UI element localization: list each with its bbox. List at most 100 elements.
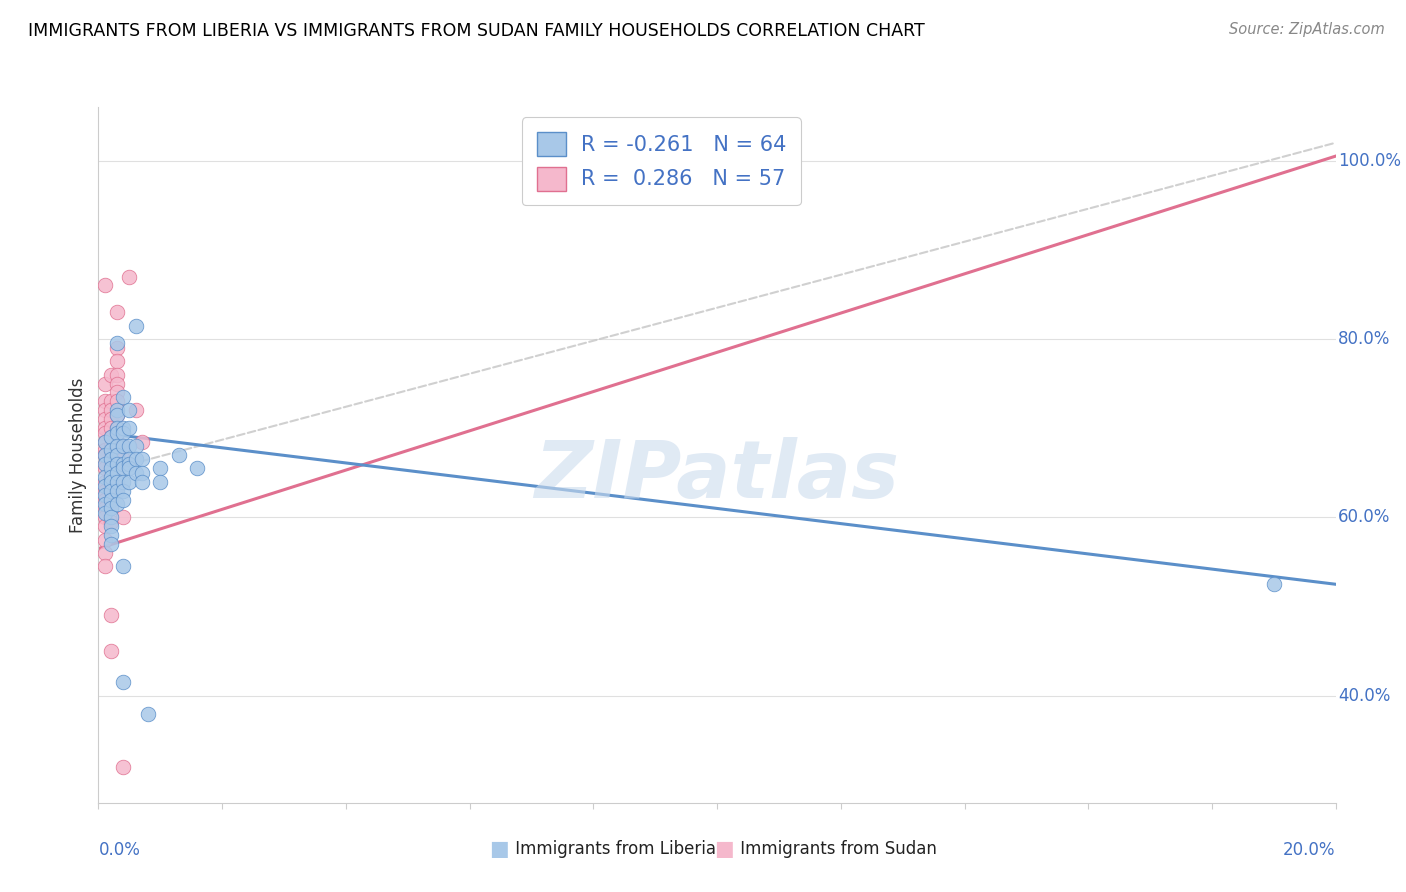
Point xyxy=(100,439,122,453)
Point xyxy=(100,470,122,484)
Point xyxy=(100,501,122,516)
Point xyxy=(100,394,122,409)
Point xyxy=(93,448,115,462)
Point xyxy=(93,475,115,489)
Point xyxy=(93,470,115,484)
Point xyxy=(100,515,122,529)
Point xyxy=(100,403,122,417)
Point xyxy=(105,408,128,422)
Point xyxy=(124,403,146,417)
Point xyxy=(131,434,153,449)
Text: 60.0%: 60.0% xyxy=(1339,508,1391,526)
Point xyxy=(93,501,115,516)
Point xyxy=(124,452,146,467)
Point xyxy=(100,368,122,382)
Point xyxy=(100,479,122,493)
Point xyxy=(93,457,115,471)
Text: 80.0%: 80.0% xyxy=(1339,330,1391,348)
Text: ■: ■ xyxy=(489,839,509,859)
Y-axis label: Family Households: Family Households xyxy=(69,377,87,533)
Point xyxy=(105,403,128,417)
Point xyxy=(112,421,135,435)
Point xyxy=(93,457,115,471)
Point xyxy=(124,439,146,453)
Point xyxy=(105,376,128,391)
Point xyxy=(105,394,128,409)
Point xyxy=(112,461,135,475)
Point xyxy=(118,452,141,467)
Point xyxy=(100,483,122,498)
Point xyxy=(93,533,115,547)
Text: IMMIGRANTS FROM LIBERIA VS IMMIGRANTS FROM SUDAN FAMILY HOUSEHOLDS CORRELATION C: IMMIGRANTS FROM LIBERIA VS IMMIGRANTS FR… xyxy=(28,22,925,40)
Point xyxy=(167,448,190,462)
Point xyxy=(93,483,115,498)
Point xyxy=(105,439,128,453)
Point xyxy=(100,421,122,435)
Point xyxy=(105,385,128,400)
Point xyxy=(100,501,122,516)
Point xyxy=(1263,577,1285,591)
Point xyxy=(105,466,128,480)
Point xyxy=(118,421,141,435)
Point xyxy=(100,443,122,458)
Point xyxy=(112,457,135,471)
Point xyxy=(93,421,115,435)
Point xyxy=(100,510,122,524)
Point xyxy=(112,475,135,489)
Point xyxy=(93,448,115,462)
Text: ZIPatlas: ZIPatlas xyxy=(534,437,900,515)
Point xyxy=(93,278,115,293)
Point xyxy=(131,466,153,480)
Point xyxy=(105,425,128,440)
Point xyxy=(105,336,128,351)
Legend: R = -0.261   N = 64, R =  0.286   N = 57: R = -0.261 N = 64, R = 0.286 N = 57 xyxy=(522,118,800,205)
Point xyxy=(93,510,115,524)
Point xyxy=(100,448,122,462)
Point xyxy=(112,492,135,507)
Point xyxy=(118,439,141,453)
Point xyxy=(93,506,115,520)
Point xyxy=(100,528,122,542)
Point xyxy=(100,519,122,533)
Point xyxy=(124,318,146,333)
Point xyxy=(93,519,115,533)
Point xyxy=(100,452,122,467)
Text: 0.0%: 0.0% xyxy=(98,841,141,859)
Point xyxy=(105,448,128,462)
Point xyxy=(112,439,135,453)
Point xyxy=(105,497,128,511)
Point xyxy=(100,430,122,444)
Point xyxy=(93,394,115,409)
Point xyxy=(105,305,128,319)
Point xyxy=(93,434,115,449)
Point xyxy=(112,390,135,404)
Point xyxy=(118,269,141,284)
Point xyxy=(93,403,115,417)
Point xyxy=(93,497,115,511)
Point xyxy=(100,412,122,426)
Point xyxy=(118,403,141,417)
Point xyxy=(93,559,115,574)
Point xyxy=(112,452,135,467)
Point xyxy=(186,461,208,475)
Point xyxy=(105,457,128,471)
Point xyxy=(100,475,122,489)
Point xyxy=(105,448,128,462)
Point xyxy=(100,492,122,507)
Point xyxy=(131,475,153,489)
Point xyxy=(105,421,128,435)
Point xyxy=(105,408,128,422)
Text: ■: ■ xyxy=(714,839,734,859)
Point xyxy=(149,461,172,475)
Point xyxy=(100,537,122,551)
Point xyxy=(100,644,122,658)
Point xyxy=(93,479,115,493)
Text: 40.0%: 40.0% xyxy=(1339,687,1391,705)
Text: Source: ZipAtlas.com: Source: ZipAtlas.com xyxy=(1229,22,1385,37)
Point xyxy=(118,457,141,471)
Text: Immigrants from Sudan: Immigrants from Sudan xyxy=(735,840,938,858)
Point xyxy=(112,559,135,574)
Point xyxy=(93,412,115,426)
Point xyxy=(118,461,141,475)
Point xyxy=(149,475,172,489)
